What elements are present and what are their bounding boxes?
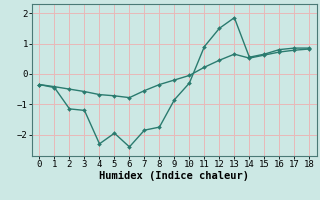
- X-axis label: Humidex (Indice chaleur): Humidex (Indice chaleur): [100, 171, 249, 181]
